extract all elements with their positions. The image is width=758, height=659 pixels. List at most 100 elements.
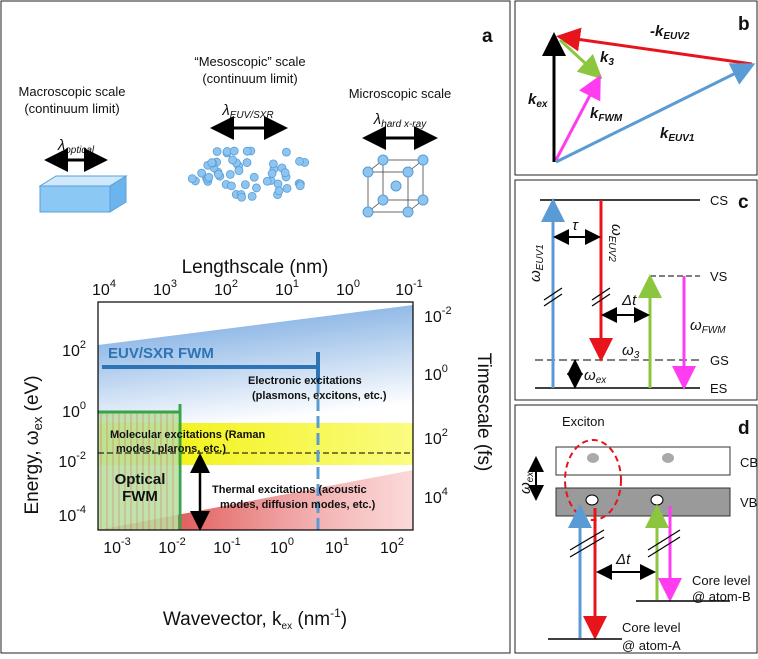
- tick-exponent: -2: [442, 305, 452, 317]
- vector-label: kex: [528, 91, 548, 110]
- particle: [227, 182, 235, 190]
- energy-level-diagram: CS VS GS ES τ Δt ωEUV1 ωEUV2 ω3 ωFWM ωex: [527, 193, 729, 396]
- axis-title: Energy, ωex (eV): [22, 375, 45, 514]
- tick-exponent: 2: [80, 339, 86, 351]
- particle: [263, 177, 271, 185]
- particle: [205, 173, 213, 181]
- level-label: ES: [710, 381, 728, 396]
- particle: [243, 159, 251, 167]
- region-label: modes, plarons, etc.): [116, 443, 226, 455]
- region-label: (plasmons, excitons, etc.): [252, 390, 387, 402]
- tick-label: 10-4: [58, 504, 86, 525]
- tick-base: 10: [158, 540, 176, 557]
- tick-exponent: 0: [288, 536, 294, 548]
- region-label: Thermal excitations (acoustic: [212, 484, 367, 496]
- vector-label: kFWM: [590, 105, 623, 124]
- particle: [248, 192, 256, 200]
- tick-label: 104: [92, 278, 116, 299]
- tick-exponent: -2: [176, 536, 186, 548]
- particle: [283, 184, 291, 192]
- panel-label: d: [738, 418, 750, 439]
- scale-title: (continuum limit): [202, 71, 297, 86]
- tick-exponent: -4: [76, 504, 86, 516]
- tick-base: 10: [58, 454, 76, 471]
- omega-label: ωex: [517, 471, 536, 494]
- tick-label: 101: [275, 278, 299, 299]
- tick-exponent: -1: [413, 278, 423, 290]
- particle: [252, 184, 260, 192]
- vector-label: kEUV1: [660, 125, 695, 144]
- vector-diagram: -kEUV2 k3 kex kFWM kEUV1: [528, 23, 752, 162]
- tick-exponent: 3: [171, 278, 177, 290]
- particle: [238, 193, 246, 201]
- particle: [235, 167, 243, 175]
- tick-base: 10: [62, 343, 80, 360]
- omega-label: ωEUV1: [527, 244, 546, 282]
- particle: [226, 170, 234, 178]
- tick-label: 10-2: [58, 450, 86, 471]
- core-level-label: @ atom-B: [692, 589, 751, 604]
- tick-label: 100: [336, 278, 360, 299]
- panel-label: a: [482, 26, 493, 47]
- tau-label: τ: [572, 217, 579, 234]
- vector-label: -kEUV2: [650, 23, 690, 42]
- tick-base: 10: [213, 540, 231, 557]
- axis-title: Timescale (fs): [473, 353, 494, 472]
- particle: [230, 147, 238, 155]
- exciton-diagram: Exciton CB VB ωex Δt Core level @ atom-B…: [517, 414, 758, 653]
- particle: [213, 148, 221, 156]
- tick-base: 10: [275, 282, 293, 299]
- tick-base: 10: [336, 282, 354, 299]
- tick-exponent: 1: [293, 278, 299, 290]
- tick-base: 10: [214, 282, 232, 299]
- core-level-label: @ atom-A: [622, 638, 681, 653]
- tick-base: 10: [103, 540, 121, 557]
- tick-label: 101: [325, 536, 349, 557]
- omega-label: ωFWM: [690, 317, 726, 336]
- tick-exponent: -2: [76, 450, 86, 462]
- region-label: FWM: [122, 488, 158, 505]
- particle: [208, 159, 216, 167]
- delta-t-label: Δt: [615, 551, 631, 568]
- tick-base: 10: [62, 404, 80, 421]
- tick-base: 10: [380, 540, 398, 557]
- tick-base: 10: [424, 431, 442, 448]
- region-label: EUV/SXR FWM: [108, 345, 214, 362]
- scale-title: Microscopic scale: [349, 86, 452, 101]
- tick-exponent: 4: [110, 278, 116, 290]
- figure: a Macroscopic scale (continuum limit) λo…: [0, 0, 758, 654]
- tick-label: 10-2: [424, 305, 452, 326]
- particle: [243, 147, 251, 155]
- tick-label: 10-1: [213, 536, 241, 557]
- particle: [281, 169, 289, 177]
- tick-base: 10: [325, 540, 343, 557]
- tick-exponent: 0: [354, 278, 360, 290]
- tick-exponent: 4: [442, 486, 448, 498]
- particle: [268, 170, 276, 178]
- tick-exponent: 2: [232, 278, 238, 290]
- tick-label: 100: [62, 400, 86, 421]
- tick-base: 10: [270, 540, 288, 557]
- tick-label: 102: [214, 278, 238, 299]
- tick-exponent: 0: [80, 400, 86, 412]
- tick-label: 10-1: [395, 278, 423, 299]
- tick-label: 102: [380, 536, 404, 557]
- panel-frame: [515, 405, 757, 653]
- tick-exponent: 0: [442, 363, 448, 375]
- tick-label: 10-2: [158, 536, 186, 557]
- scale-title: (continuum limit): [24, 101, 119, 116]
- particle: [229, 156, 237, 164]
- particle: [296, 157, 304, 165]
- particle: [296, 182, 304, 190]
- particle: [250, 173, 258, 181]
- scale-illustrations: Macroscopic scale (continuum limit) λopt…: [19, 54, 452, 217]
- level-label: CS: [710, 193, 728, 208]
- exciton-label: Exciton: [562, 414, 605, 429]
- panel-label: b: [738, 14, 750, 35]
- core-level-label: Core level: [622, 620, 681, 635]
- tick-exponent: -1: [231, 536, 241, 548]
- band-label: CB: [740, 455, 758, 470]
- panel-frame: [515, 1, 757, 175]
- particle: [269, 160, 277, 168]
- tick-exponent: 1: [343, 536, 349, 548]
